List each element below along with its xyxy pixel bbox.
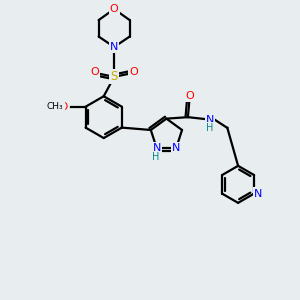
Text: O: O <box>90 67 99 77</box>
Text: N: N <box>254 189 262 199</box>
Text: H: H <box>152 152 159 162</box>
Text: N: N <box>172 143 180 153</box>
Text: N: N <box>153 143 161 153</box>
Text: N: N <box>206 115 214 124</box>
Text: O: O <box>130 67 138 77</box>
Text: O: O <box>185 91 194 101</box>
Text: N: N <box>110 42 118 52</box>
Text: O: O <box>110 4 118 14</box>
Text: O: O <box>59 102 68 112</box>
Text: CH₃: CH₃ <box>47 102 64 111</box>
Text: S: S <box>110 70 118 83</box>
Text: H: H <box>206 123 214 133</box>
